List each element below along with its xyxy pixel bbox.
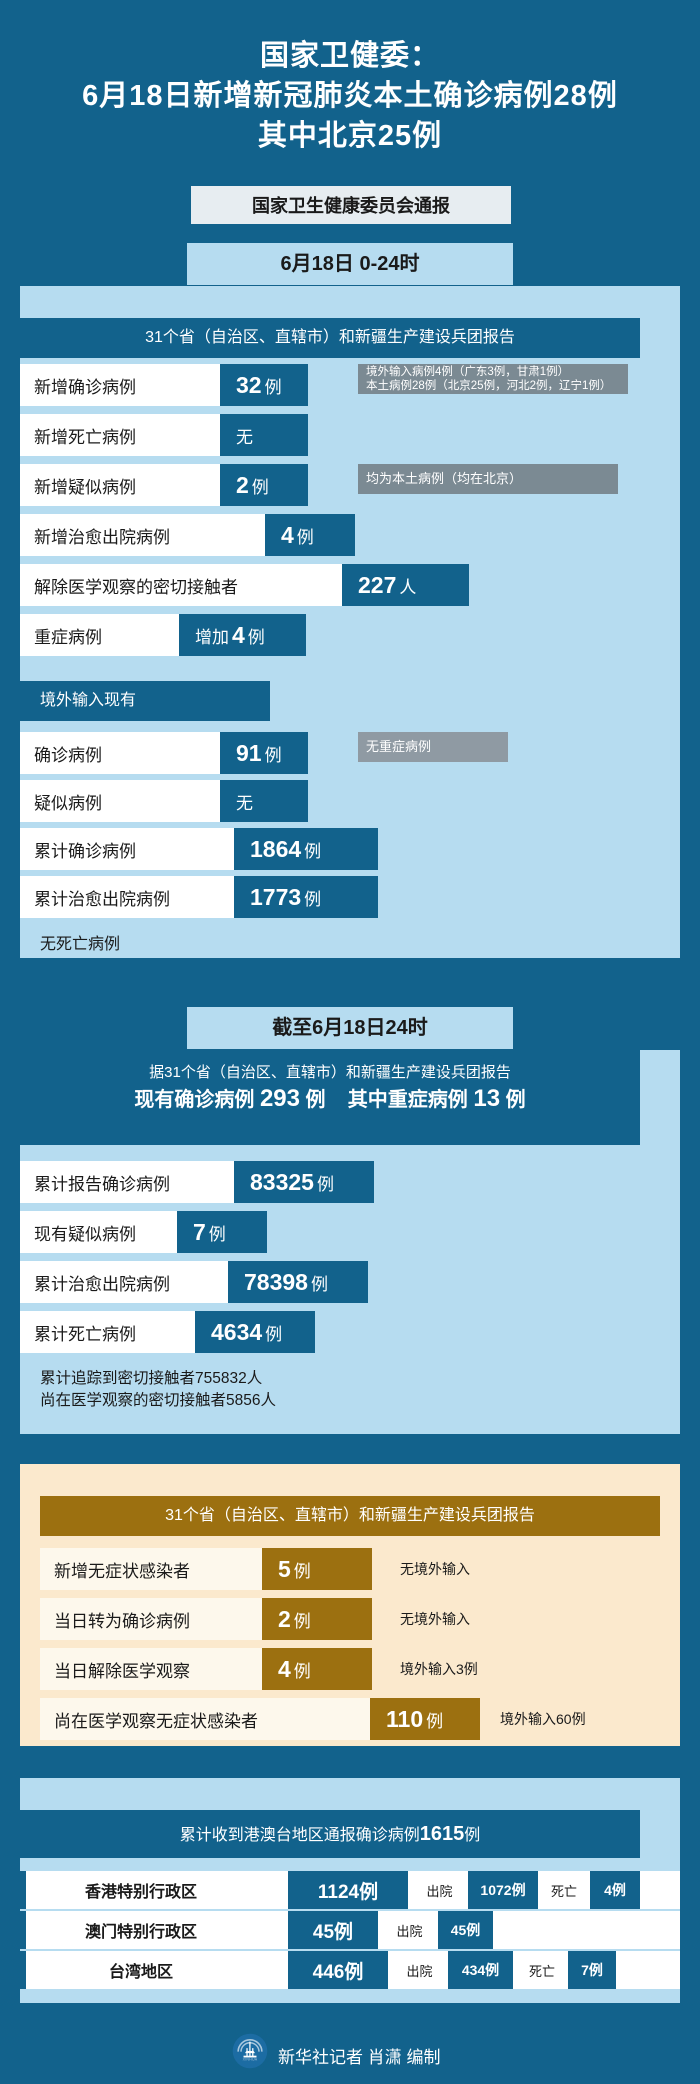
- svg-text:XINHUA: XINHUA: [243, 2057, 258, 2061]
